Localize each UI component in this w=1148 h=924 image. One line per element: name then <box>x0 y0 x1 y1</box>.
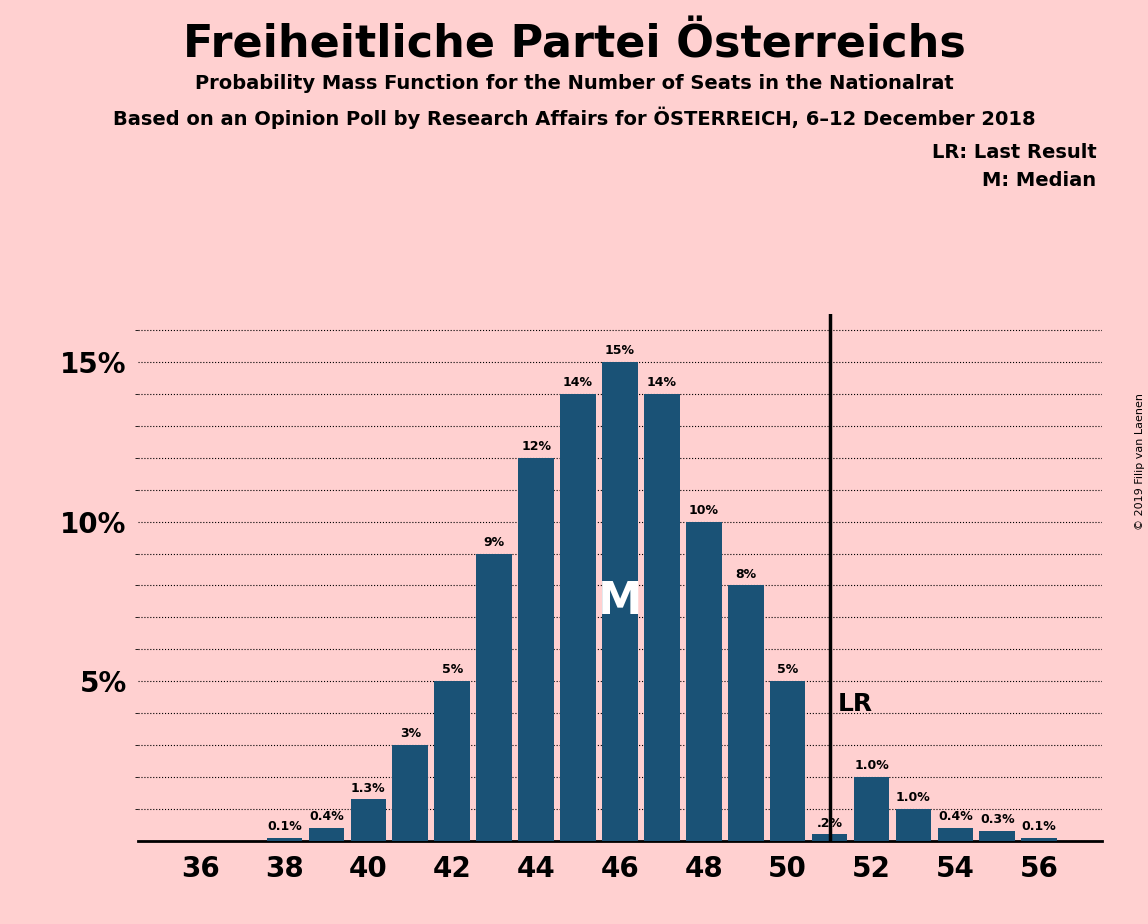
Text: Probability Mass Function for the Number of Seats in the Nationalrat: Probability Mass Function for the Number… <box>195 74 953 93</box>
Bar <box>1022 838 1057 841</box>
Bar <box>309 828 344 841</box>
Text: 9%: 9% <box>483 536 505 549</box>
Text: M: M <box>598 580 642 623</box>
Bar <box>938 828 974 841</box>
Text: 14%: 14% <box>646 376 677 389</box>
Text: 14%: 14% <box>563 376 594 389</box>
Bar <box>644 394 680 841</box>
Bar <box>476 553 512 841</box>
Text: 1.0%: 1.0% <box>897 791 931 804</box>
Bar <box>812 834 847 841</box>
Text: LR: LR <box>838 691 874 715</box>
Text: 12%: 12% <box>521 440 551 453</box>
Text: 5%: 5% <box>442 663 463 676</box>
Text: 15%: 15% <box>605 345 635 358</box>
Text: M: Median: M: Median <box>983 171 1096 190</box>
Bar <box>728 586 763 841</box>
Text: .2%: .2% <box>816 817 843 830</box>
Text: © 2019 Filip van Laenen: © 2019 Filip van Laenen <box>1135 394 1145 530</box>
Bar <box>393 745 428 841</box>
Text: 0.3%: 0.3% <box>980 813 1015 826</box>
Bar <box>518 457 553 841</box>
Text: 8%: 8% <box>735 567 757 580</box>
Text: Freiheitliche Partei Österreichs: Freiheitliche Partei Österreichs <box>183 23 965 67</box>
Bar <box>560 394 596 841</box>
Text: 3%: 3% <box>400 727 421 740</box>
Bar <box>602 362 638 841</box>
Bar <box>266 838 302 841</box>
Text: LR: Last Result: LR: Last Result <box>931 143 1096 163</box>
Text: 10%: 10% <box>689 504 719 517</box>
Text: 0.4%: 0.4% <box>309 810 343 823</box>
Bar <box>350 799 386 841</box>
Text: 0.1%: 0.1% <box>1022 820 1056 833</box>
Text: Based on an Opinion Poll by Research Affairs for ÖSTERREICH, 6–12 December 2018: Based on an Opinion Poll by Research Aff… <box>113 106 1035 128</box>
Text: 0.4%: 0.4% <box>938 810 972 823</box>
Bar <box>770 681 806 841</box>
Text: 5%: 5% <box>777 663 798 676</box>
Text: 1.3%: 1.3% <box>351 782 386 795</box>
Text: 1.0%: 1.0% <box>854 760 889 772</box>
Bar <box>687 522 722 841</box>
Bar <box>895 808 931 841</box>
Bar <box>979 832 1015 841</box>
Text: 0.1%: 0.1% <box>267 820 302 833</box>
Bar <box>854 777 890 841</box>
Bar <box>434 681 470 841</box>
